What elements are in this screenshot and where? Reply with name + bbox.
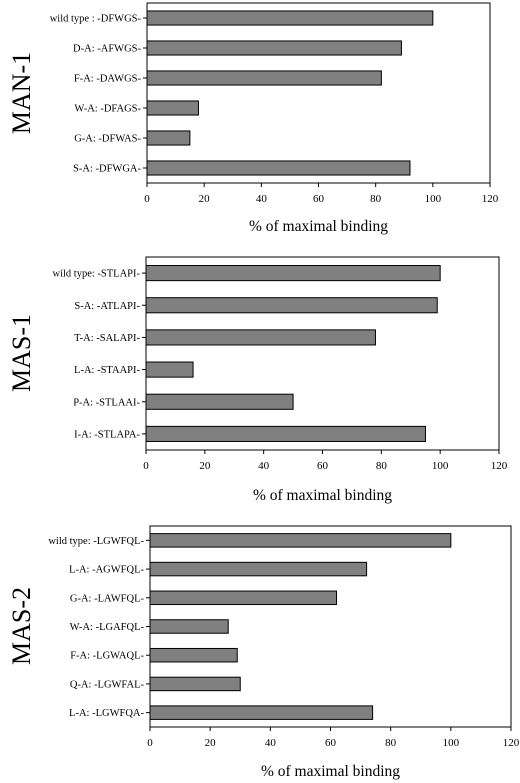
x-tick-label: 0 <box>147 737 153 749</box>
category-label: L-A: -STAAPI- <box>74 365 140 376</box>
x-tick-label: 100 <box>432 460 449 472</box>
x-tick-label: 100 <box>443 737 460 749</box>
x-tick-label: 20 <box>199 460 211 472</box>
bar <box>149 647 238 663</box>
panel-label: MAS-1 <box>7 314 36 392</box>
bar <box>146 10 434 26</box>
x-axis-title: % of maximal binding <box>249 218 388 235</box>
x-tick-label: 120 <box>482 193 499 205</box>
x-tick-label: 40 <box>265 737 277 749</box>
chart-panel-2: wild type: -STLAPI- S-A: -ATLAPI- T-A: -SA… <box>7 256 508 504</box>
x-tick-label: 0 <box>144 193 150 205</box>
category-label: S-A: -ATLAPI- <box>74 301 140 312</box>
panel-label: MAS-2 <box>7 587 36 665</box>
x-tick-label: 100 <box>425 193 442 205</box>
x-tick-label: 20 <box>199 193 211 205</box>
bar <box>145 361 194 378</box>
bar <box>145 265 441 282</box>
bar <box>145 393 294 410</box>
x-tick-label: 0 <box>143 460 149 472</box>
x-tick-label: 60 <box>325 737 337 749</box>
plot-frame <box>146 2 491 184</box>
category-label: W-A: -DFAGS- <box>74 104 141 115</box>
x-tick-label: 60 <box>313 193 325 205</box>
category-label: Q-A: -LGWFAL- <box>70 679 145 690</box>
x-tick-label: 80 <box>376 460 388 472</box>
bar <box>145 425 426 442</box>
category-label: G-A: -DFWAS- <box>74 134 141 145</box>
x-tick-label: 60 <box>317 460 329 472</box>
bar <box>145 297 438 314</box>
category-label: G-A: -LAWFQL- <box>70 593 145 604</box>
bar <box>149 561 368 577</box>
x-tick-label: 40 <box>258 460 270 472</box>
bar <box>146 160 411 176</box>
bar <box>149 619 229 634</box>
category-label: I-A: -STLAPA- <box>74 429 140 440</box>
bar <box>149 676 241 692</box>
category-label: wild type: -STLAPI- <box>53 269 141 280</box>
x-axis-title: % of maximal binding <box>261 763 400 780</box>
panel-label: MAN-1 <box>7 52 36 134</box>
category-label: wild type : -DFWGS- <box>50 14 142 25</box>
bar <box>146 70 382 86</box>
x-tick-label: 20 <box>205 737 217 749</box>
x-tick-label: 120 <box>503 737 520 749</box>
bar <box>146 130 191 146</box>
category-label: F-A: -LGWAQL- <box>70 651 144 662</box>
category-label: D-A: -AFWGS- <box>73 44 141 55</box>
category-label: T-A: -SALAPI- <box>74 333 140 344</box>
bar <box>146 40 402 56</box>
category-label: S-A: -DFWGA- <box>73 164 141 175</box>
category-label: W-A: -LGAFQL- <box>70 622 145 633</box>
x-tick-label: 40 <box>256 193 268 205</box>
bar <box>149 533 452 548</box>
bar <box>146 100 199 116</box>
x-tick-label: 120 <box>491 460 508 472</box>
bar <box>145 329 376 346</box>
category-label: F-A: -DAWGS- <box>74 74 142 85</box>
category-label: wild type: -LGWFQL- <box>48 536 144 547</box>
x-axis-title: % of maximal binding <box>253 487 392 504</box>
chart-panel-1: wild type : -DFWGS- D-A: -AFWGS- F-A: -DAW… <box>7 2 499 235</box>
chart-panel-3: wild type: -LGWFQL- L-A: -AGWFQL- G-A: -LA… <box>7 525 520 780</box>
category-label: L-A: -AGWFQL- <box>69 565 144 576</box>
category-label: L-A: -LGWFQA- <box>69 708 144 719</box>
x-tick-label: 80 <box>370 193 382 205</box>
category-label: P-A: -STLAAI- <box>73 397 140 408</box>
bar <box>149 590 338 606</box>
x-tick-label: 80 <box>385 737 397 749</box>
bar <box>149 705 374 720</box>
plot-frame <box>145 256 500 451</box>
